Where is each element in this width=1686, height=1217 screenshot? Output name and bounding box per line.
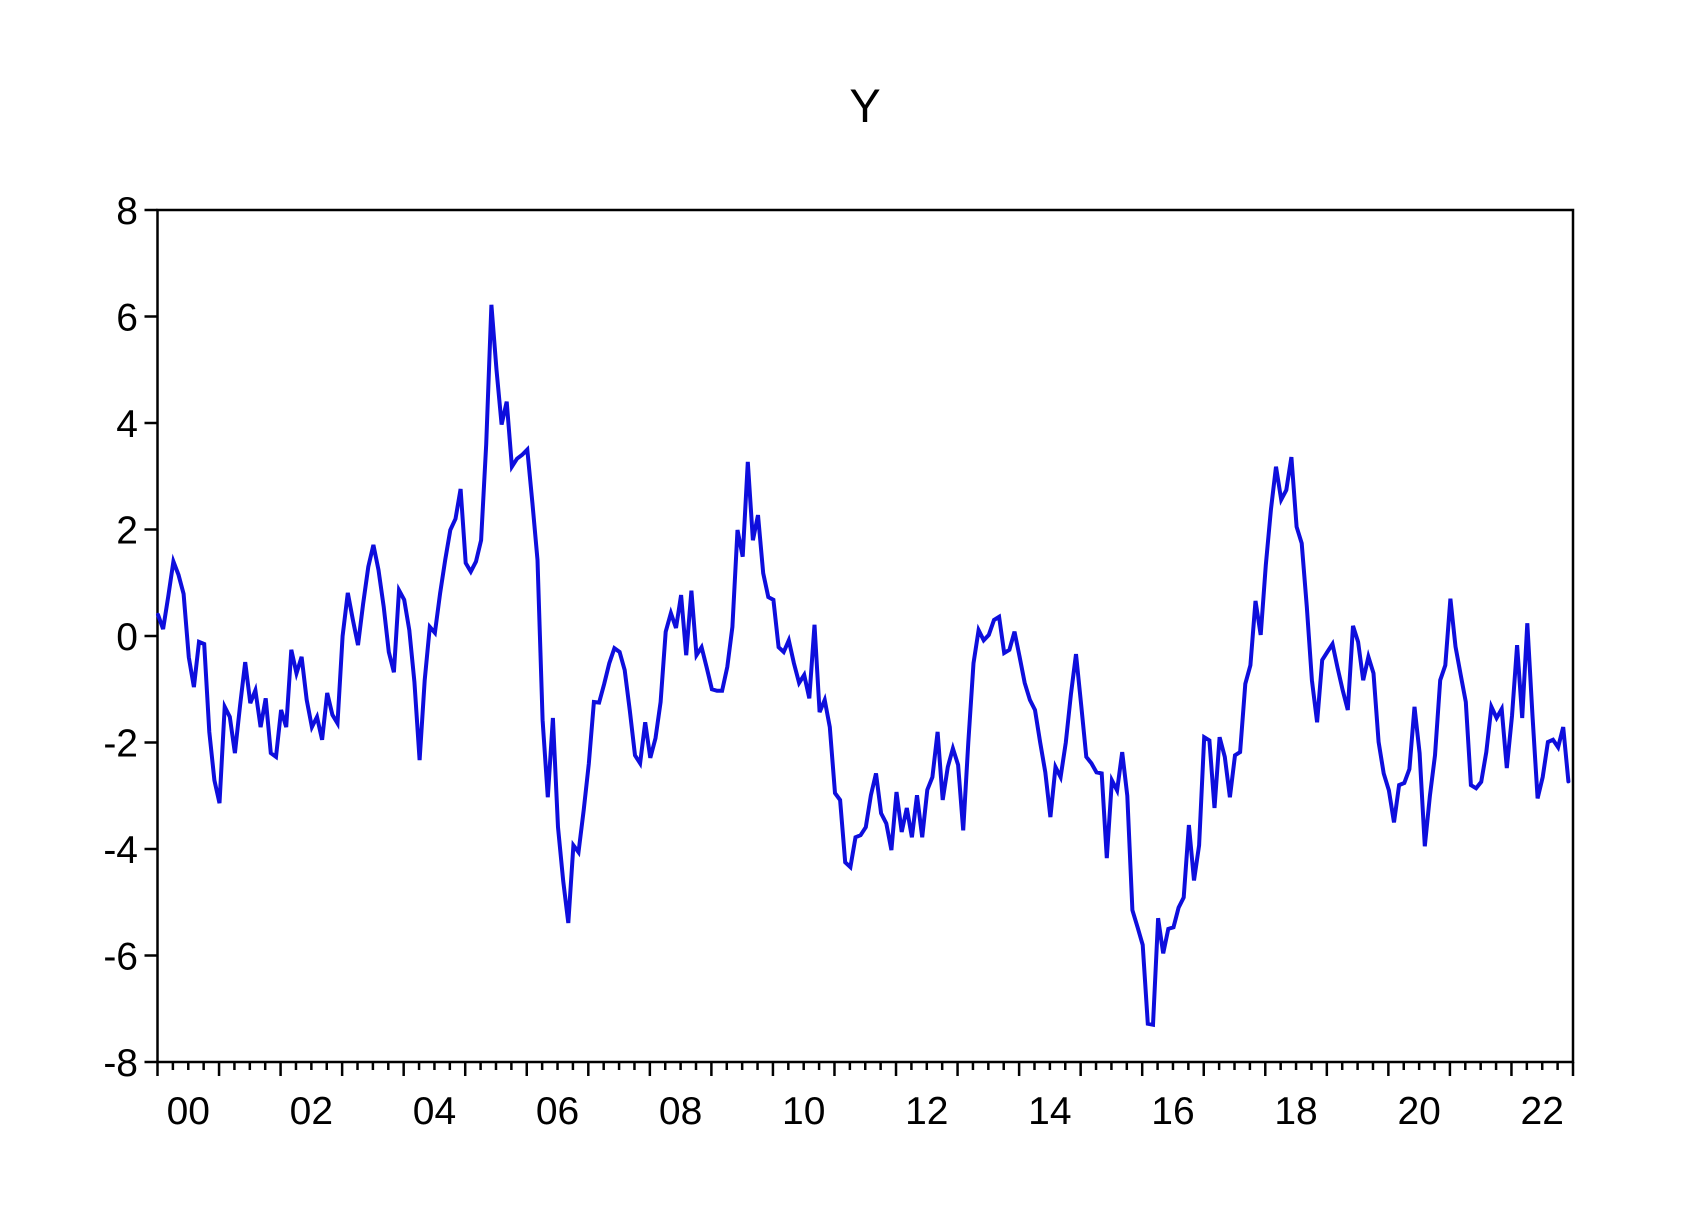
- x-axis-label: 14: [1028, 1090, 1071, 1133]
- x-axis-label: 22: [1521, 1090, 1564, 1133]
- x-axis-label: 18: [1274, 1090, 1317, 1133]
- x-axis-label: 06: [536, 1090, 579, 1133]
- y-axis-label: -2: [103, 723, 138, 766]
- x-axis-label: 02: [290, 1090, 333, 1133]
- x-axis-label: 00: [167, 1090, 210, 1133]
- series-line-y: [156, 304, 1571, 1028]
- y-axis-label: 2: [116, 510, 138, 553]
- y-axis-label: 6: [116, 297, 138, 340]
- x-axis-label: 20: [1397, 1090, 1440, 1133]
- x-axis-label: 10: [782, 1090, 825, 1133]
- x-axis-label: 08: [659, 1090, 702, 1133]
- y-axis-label: -4: [103, 829, 138, 872]
- x-axis-label: 04: [413, 1090, 456, 1133]
- x-axis-label: 12: [905, 1090, 948, 1133]
- y-axis-label: -8: [103, 1042, 138, 1085]
- y-axis-label: -6: [103, 936, 138, 979]
- x-axis-label: 16: [1151, 1090, 1194, 1133]
- y-axis-label: 0: [116, 616, 138, 659]
- plot-frame: [156, 208, 1575, 1064]
- y-axis-label: 8: [116, 190, 138, 233]
- chart-title: Y: [849, 79, 881, 132]
- y-axis-label: 4: [116, 403, 138, 446]
